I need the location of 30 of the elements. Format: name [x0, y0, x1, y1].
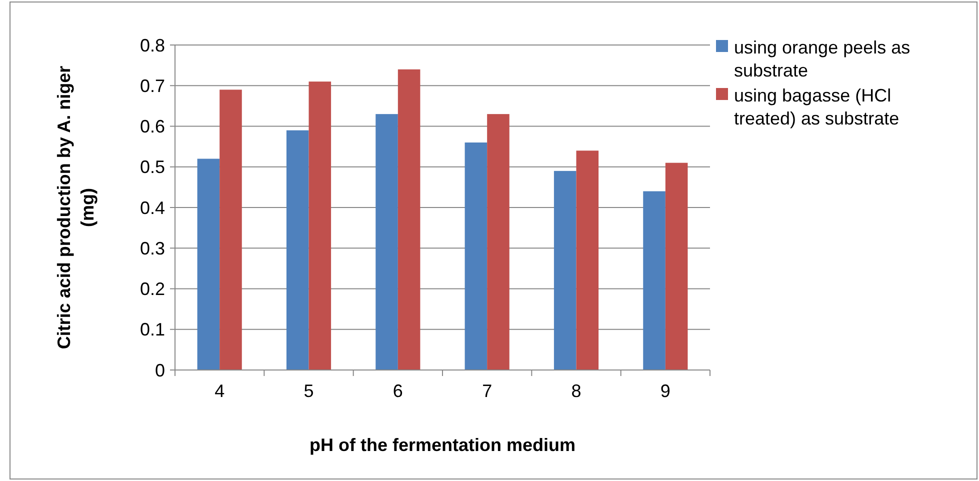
x-tick-label: 6 [392, 381, 403, 401]
bar [197, 158, 220, 370]
x-tick-label: 9 [660, 381, 670, 401]
y-tick-label: 0.4 [140, 198, 165, 218]
bar [286, 130, 309, 370]
x-axis-title: pH of the fermentation medium [309, 435, 576, 455]
y-tick-label: 0.5 [140, 157, 165, 178]
x-tick-label: 5 [304, 381, 314, 401]
bar [220, 90, 242, 370]
y-tick-label: 0.2 [140, 279, 165, 300]
x-tick-label: 4 [214, 381, 225, 401]
y-tick-label: 0.3 [140, 238, 165, 258]
bar [376, 114, 398, 370]
y-tick-label: 0 [154, 360, 165, 380]
bar [643, 191, 666, 370]
bar [576, 150, 599, 370]
y-tick-label: 0.7 [140, 76, 165, 96]
bar [665, 162, 688, 370]
bar [464, 142, 488, 370]
bar [398, 69, 420, 370]
bar [554, 170, 576, 370]
y-axis-title: Citric acid production by A. niger (mg) [54, 66, 98, 350]
legend-label: using bagasse (HCl treated) as substrate [734, 85, 900, 128]
bar [308, 82, 332, 370]
x-tick-label: 7 [482, 381, 492, 401]
y-tick-label: 0.6 [140, 116, 165, 137]
y-tick-label: 0.1 [140, 320, 165, 340]
bar [487, 114, 510, 370]
x-tick-label: 8 [571, 381, 582, 401]
y-tick-label: 0.8 [140, 35, 165, 56]
